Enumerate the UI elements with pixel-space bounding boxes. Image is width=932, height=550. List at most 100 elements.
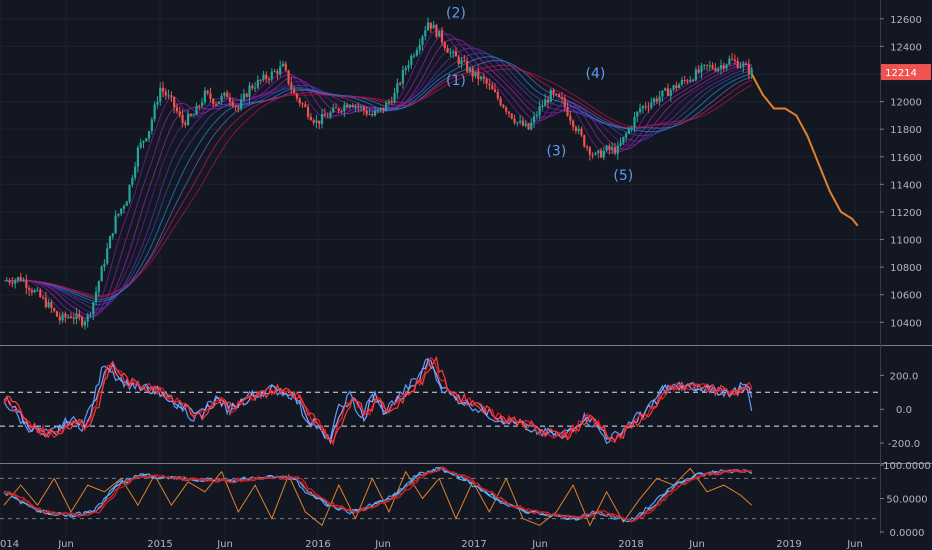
candle-body [742,63,745,67]
candle-body [295,93,299,99]
candle-body [750,68,753,74]
candle-body [379,107,382,110]
candle-body [390,101,393,103]
candle-body [25,280,28,289]
candle-body [558,94,561,97]
candle-body [78,313,81,318]
candle-body [588,147,591,155]
candle-body [128,184,131,202]
candle-body [192,115,195,117]
candle-body [55,311,59,317]
time-axis-label: Jun [57,539,74,550]
candle-body [627,128,631,134]
cci-panel[interactable] [0,355,880,447]
candle-body [407,65,410,68]
candle-body [323,114,326,117]
candle-body [404,67,407,71]
candle-body [195,105,198,116]
candle-body [340,110,343,112]
candle-body [597,150,600,154]
candle-body [747,64,750,74]
candle-body [220,95,223,102]
candle-body [513,118,516,123]
candle-body [284,63,287,71]
candle-body [304,104,307,107]
candle-body [371,114,374,116]
candle-body [83,321,87,326]
candle-body [535,115,538,117]
candle-body [58,316,61,321]
candle-body [290,83,293,90]
price-panel[interactable]: (1) (2) (3) (4) (5) [4,5,859,330]
time-axis-label: 2017 [461,539,486,550]
candle-body [463,60,466,62]
candle-body [446,47,449,53]
candle-body [306,106,310,117]
candle-body [502,104,505,108]
time-axis-label: Jun [688,539,705,550]
candle-body [435,24,438,37]
candle-body [466,61,469,72]
candle-body [111,233,114,237]
candle-body [566,107,569,116]
candle-body [474,71,477,77]
time-axis-label: 2019 [776,539,801,550]
candle-body [276,71,279,74]
price-tick-label: 11200 [890,208,922,219]
stoch-line [3,466,753,523]
candle-body [714,68,717,71]
price-tick-label: 10600 [890,291,922,302]
candle-body [549,90,552,103]
candle-body [44,297,47,308]
candle-body [569,115,572,121]
candle-body [661,90,664,97]
candle-body [438,30,441,37]
candle-body [493,89,497,92]
candle-body [209,93,212,99]
candle-body [103,263,106,267]
candle-body [516,122,519,124]
price-tick-label: 11400 [890,180,922,191]
candle-body [683,80,686,82]
candle-body [530,122,533,130]
candle-body [691,79,695,81]
candle-body [591,154,594,156]
moving-average-line [4,59,752,300]
candle-body [452,51,455,53]
candle-body [507,111,511,114]
stoch-tick-label: 100.0000 [883,461,931,472]
candle-body [368,114,371,116]
candle-body [153,104,156,120]
candle-body [170,95,173,97]
candle-body [396,83,399,93]
stochastic-panel[interactable] [0,466,880,527]
wave-label: (3) [546,143,566,159]
price-axis[interactable]: 1260012400122001200011800116001140011200… [880,15,931,539]
oscillator-line [3,467,753,527]
candle-body [270,71,273,80]
candle-body [357,105,360,108]
candle-body [477,71,480,80]
candle-body [348,105,352,108]
stoch-tick-label: 0.0000 [890,528,925,539]
candle-body [454,51,458,57]
candle-body [251,85,254,89]
candle-body [432,24,435,29]
candle-body [373,110,377,116]
candle-body [393,92,396,103]
candle-body [694,69,697,81]
last-price-badge [881,64,931,81]
price-tick-label: 10400 [890,318,922,329]
candle-body [117,213,120,216]
candle-body [429,22,432,29]
candle-body [337,108,340,111]
candle-body [173,96,176,108]
candle-body [39,290,42,298]
candle-body [47,302,50,308]
time-axis[interactable]: 014 Jun 2015 Jun 2016 Jun 2017 Jun 2018 Jun 2019 Ju… [0,539,863,550]
candle-body [664,88,667,91]
candle-body [75,313,78,320]
wave-label: (2) [446,5,466,21]
candle-body [594,153,597,155]
